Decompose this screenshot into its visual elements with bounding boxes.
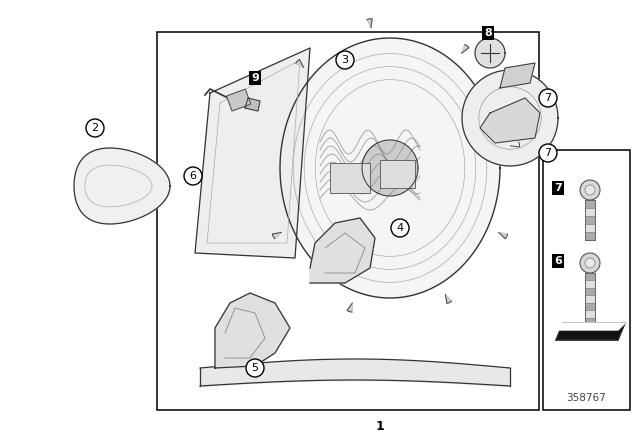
Bar bbox=[157, 32, 539, 410]
Bar bbox=[585, 288, 595, 295]
Bar bbox=[330, 163, 370, 193]
Polygon shape bbox=[461, 45, 469, 53]
Circle shape bbox=[184, 167, 202, 185]
Text: 5: 5 bbox=[252, 363, 259, 373]
Circle shape bbox=[580, 180, 600, 200]
Text: 8: 8 bbox=[484, 28, 492, 38]
Bar bbox=[543, 150, 630, 410]
Polygon shape bbox=[499, 233, 508, 239]
Circle shape bbox=[336, 51, 354, 69]
Bar bbox=[585, 295, 595, 303]
Polygon shape bbox=[195, 48, 310, 258]
Bar bbox=[585, 280, 595, 288]
Polygon shape bbox=[273, 233, 282, 239]
Circle shape bbox=[539, 144, 557, 162]
Circle shape bbox=[585, 258, 595, 268]
Polygon shape bbox=[347, 303, 352, 312]
Bar bbox=[585, 232, 595, 240]
Circle shape bbox=[585, 185, 595, 195]
Text: 6: 6 bbox=[554, 256, 562, 266]
Bar bbox=[227, 89, 251, 111]
Text: 3: 3 bbox=[342, 55, 349, 65]
Circle shape bbox=[246, 359, 264, 377]
Bar bbox=[585, 200, 595, 208]
Polygon shape bbox=[462, 70, 558, 166]
Text: 2: 2 bbox=[92, 123, 99, 133]
Polygon shape bbox=[511, 142, 520, 147]
Text: 7: 7 bbox=[545, 93, 552, 103]
Polygon shape bbox=[215, 293, 290, 368]
Text: 1: 1 bbox=[376, 419, 385, 432]
Polygon shape bbox=[296, 60, 304, 68]
Polygon shape bbox=[556, 323, 625, 340]
Circle shape bbox=[580, 253, 600, 273]
Bar bbox=[585, 318, 595, 325]
Polygon shape bbox=[74, 148, 170, 224]
Polygon shape bbox=[445, 294, 452, 303]
Text: 7: 7 bbox=[554, 183, 562, 193]
Polygon shape bbox=[475, 38, 505, 68]
Circle shape bbox=[391, 219, 409, 237]
Text: 9: 9 bbox=[251, 73, 259, 83]
Polygon shape bbox=[480, 98, 540, 143]
Bar bbox=[585, 310, 595, 318]
Bar bbox=[585, 216, 595, 224]
Polygon shape bbox=[245, 98, 260, 111]
Bar bbox=[585, 273, 595, 280]
Circle shape bbox=[86, 119, 104, 137]
Text: 6: 6 bbox=[189, 171, 196, 181]
Bar bbox=[380, 160, 415, 188]
Text: 358767: 358767 bbox=[566, 393, 606, 403]
Polygon shape bbox=[280, 38, 500, 298]
Text: 7: 7 bbox=[545, 148, 552, 158]
Polygon shape bbox=[362, 140, 418, 196]
Text: 4: 4 bbox=[396, 223, 404, 233]
Polygon shape bbox=[500, 63, 535, 88]
Polygon shape bbox=[310, 218, 375, 283]
Bar bbox=[585, 303, 595, 310]
Bar bbox=[585, 224, 595, 232]
Circle shape bbox=[539, 89, 557, 107]
Polygon shape bbox=[367, 19, 372, 28]
Polygon shape bbox=[556, 323, 625, 330]
Bar bbox=[585, 208, 595, 216]
